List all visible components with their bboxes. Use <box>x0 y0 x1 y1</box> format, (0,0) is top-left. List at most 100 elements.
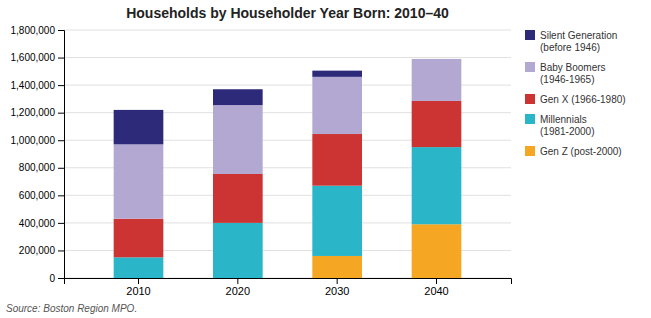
grid-line <box>64 57 511 58</box>
legend-item: Millennials(1981-2000) <box>525 114 594 137</box>
legend-label: Silent Generation(before 1946) <box>540 30 617 53</box>
bar-segment <box>312 186 362 256</box>
y-axis: 0 200,000 400,000 600,000 800,000 1,000,000 1,… <box>11 25 65 284</box>
y-tick: 1,400,000 <box>11 80 65 91</box>
legend-label-line: Millennials <box>540 114 587 125</box>
y-tick-mark <box>58 250 64 251</box>
chart: 0 200,000 400,000 600,000 800,000 1,000,000 1,… <box>0 0 651 318</box>
legend-label: Gen X (1966-1980) <box>540 94 626 105</box>
y-tick-label: 200,000 <box>19 245 56 256</box>
y-tick: 0 <box>49 273 64 284</box>
y-tick-mark <box>58 85 64 86</box>
legend-item: Gen X (1966-1980) <box>525 94 626 105</box>
bar-segment <box>213 174 263 223</box>
y-tick: 1,000,000 <box>11 135 65 146</box>
legend-label: Millennials(1981-2000) <box>540 114 594 137</box>
x-tick-mark <box>237 278 238 284</box>
bar-segment <box>412 59 462 101</box>
y-tick-label: 1,800,000 <box>11 25 56 36</box>
x-tick-label: 2030 <box>325 285 349 297</box>
legend-label-line: (before 1946) <box>540 42 600 53</box>
y-tick-mark <box>58 278 64 279</box>
bar-segment <box>412 224 462 278</box>
y-tick-mark <box>58 30 64 31</box>
y-tick-label: 1,000,000 <box>11 135 56 146</box>
legend-item: Gen Z (post-2000) <box>525 146 622 157</box>
bar-segment <box>312 256 362 278</box>
series <box>114 101 462 257</box>
x-tick-label: 2040 <box>424 285 448 297</box>
series <box>114 59 462 219</box>
y-tick: 600,000 <box>19 190 64 201</box>
x-tick: 2020 <box>226 278 250 297</box>
y-tick: 800,000 <box>19 162 64 173</box>
x-tick-label: 2020 <box>226 285 250 297</box>
bar-segment <box>213 105 263 174</box>
y-tick-label: 600,000 <box>19 190 56 201</box>
bar-segment <box>114 144 164 218</box>
bar-segment <box>213 89 263 105</box>
series <box>114 147 462 278</box>
legend-swatch <box>525 146 535 156</box>
y-tick-label: 800,000 <box>19 162 56 173</box>
legend-label-line: (1981-2000) <box>540 126 594 137</box>
bar-segment <box>412 101 462 147</box>
y-tick-mark <box>58 58 64 59</box>
y-tick: 1,200,000 <box>11 107 65 118</box>
legend-label: Gen Z (post-2000) <box>540 146 622 157</box>
legend-swatch <box>525 114 535 124</box>
bar-segment <box>312 77 362 134</box>
y-tick-label: 0 <box>49 273 55 284</box>
legend-label-line: (1946-1965) <box>540 74 594 85</box>
legend-label-line: Gen Z (post-2000) <box>540 146 622 157</box>
y-tick-label: 1,200,000 <box>11 107 56 118</box>
annotation: Source: Boston Region MPO. <box>6 303 137 314</box>
legend-label-line: Baby Boomers <box>540 62 606 73</box>
grid <box>64 30 511 278</box>
legend-item: Silent Generation(before 1946) <box>525 30 617 53</box>
y-tick-mark <box>58 168 64 169</box>
x-tick-mark <box>138 278 139 284</box>
x-tick-mark <box>436 278 437 284</box>
legend-label-line: Gen X (1966-1980) <box>540 94 626 105</box>
x-tick-label: 2010 <box>126 285 150 297</box>
bar-segment <box>114 219 164 258</box>
legend-item: Baby Boomers(1946-1965) <box>525 62 606 85</box>
bars <box>114 59 462 278</box>
bar-segment <box>114 257 164 278</box>
y-tick: 1,600,000 <box>11 52 65 63</box>
y-tick-mark <box>58 140 64 141</box>
legend-swatch <box>525 30 535 40</box>
y-tick-label: 1,400,000 <box>11 80 56 91</box>
legend-label: Baby Boomers(1946-1965) <box>540 62 606 85</box>
x-tick: 2030 <box>325 278 349 297</box>
series <box>114 71 362 145</box>
grid-line <box>64 30 511 31</box>
bar-segment <box>114 110 164 144</box>
legend-swatch <box>525 94 535 104</box>
legend-label-line: Silent Generation <box>540 30 617 41</box>
x-axis: 2010 2020 2030 2040 <box>65 278 512 297</box>
bar-segment <box>412 58 462 59</box>
y-tick-mark <box>58 195 64 196</box>
bar-segment <box>213 223 263 278</box>
x-tick: 2010 <box>126 278 150 297</box>
legend: Silent Generation(before 1946) Baby Boome… <box>525 30 626 157</box>
y-tick-mark <box>58 223 64 224</box>
bar-segment <box>412 147 462 224</box>
y-axis-line <box>58 31 65 279</box>
x-tick: 2040 <box>424 278 448 297</box>
x-tick-mark <box>337 278 338 284</box>
y-tick-label: 400,000 <box>19 218 56 229</box>
title: Households by Householder Year Born: 201… <box>126 5 449 21</box>
bar-segment <box>312 134 362 186</box>
legend-swatch <box>525 62 535 72</box>
y-tick: 200,000 <box>19 245 64 256</box>
y-tick-mark <box>58 113 64 114</box>
plot: 0 200,000 400,000 600,000 800,000 1,000,000 1,… <box>11 25 512 297</box>
y-tick-label: 1,600,000 <box>11 52 56 63</box>
bar-segment <box>312 71 362 77</box>
y-tick: 1,800,000 <box>11 25 65 36</box>
y-tick: 400,000 <box>19 218 64 229</box>
x-axis-line <box>65 279 512 285</box>
